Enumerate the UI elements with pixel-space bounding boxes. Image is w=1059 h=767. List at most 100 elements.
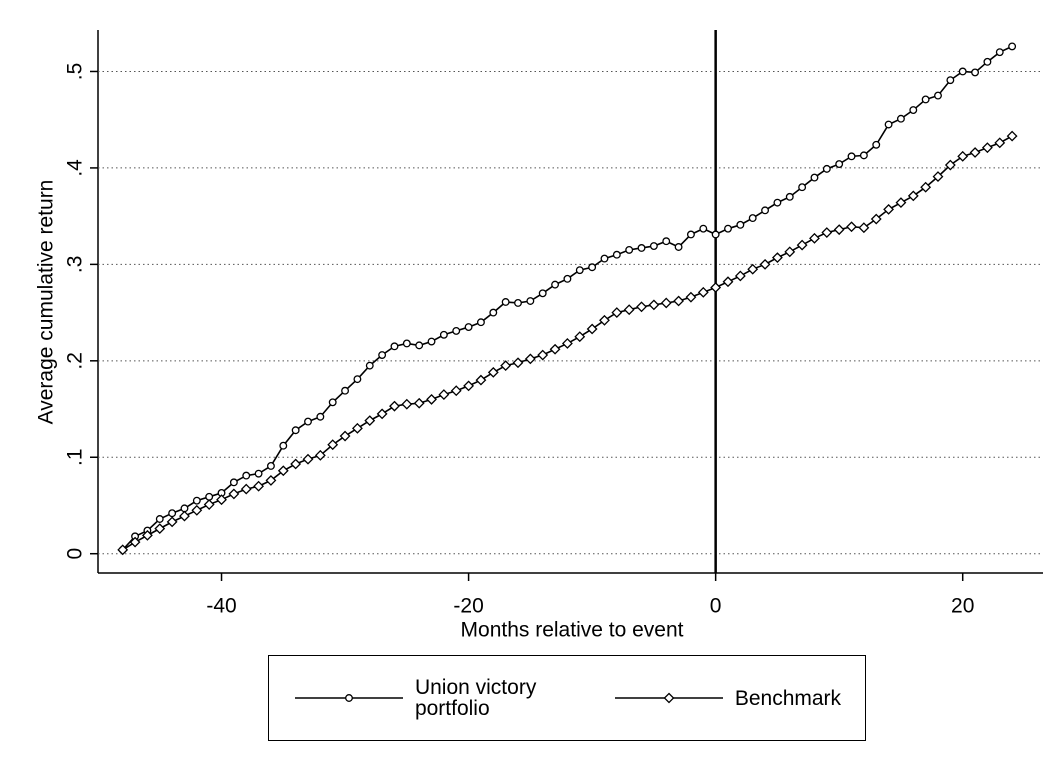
marker (438, 389, 450, 400)
marker (662, 237, 671, 246)
marker (537, 349, 549, 361)
marker (563, 274, 572, 283)
marker (574, 331, 586, 343)
marker (1008, 42, 1017, 51)
legend-swatch (294, 694, 403, 702)
marker (759, 258, 771, 270)
marker (994, 137, 1006, 149)
marker (724, 224, 732, 233)
legend-entry: Benchmark (613, 688, 841, 709)
marker (648, 299, 660, 311)
marker (341, 386, 350, 395)
marker (154, 523, 166, 535)
x-tick-label: 20 (951, 595, 974, 618)
marker (883, 203, 895, 215)
marker (637, 244, 646, 252)
marker (995, 48, 1004, 57)
marker (339, 430, 351, 442)
y-tick-label: .5 (64, 63, 87, 81)
marker (697, 286, 709, 298)
marker (734, 270, 746, 282)
marker (390, 342, 399, 351)
marker (240, 483, 252, 495)
marker (699, 224, 708, 233)
marker (920, 181, 932, 193)
marker (228, 488, 240, 500)
marker (463, 380, 475, 392)
marker (475, 374, 487, 386)
marker (932, 171, 944, 183)
marker (773, 198, 782, 207)
marker (809, 232, 820, 244)
marker (785, 192, 794, 201)
marker (364, 415, 376, 427)
y-axis-label: Average cumulative return (35, 180, 58, 425)
marker (129, 536, 141, 548)
marker (291, 426, 300, 435)
marker (290, 458, 302, 470)
marker (649, 242, 658, 250)
marker (796, 239, 808, 251)
legend-label: Union victory portfolio (414, 676, 537, 720)
marker (575, 266, 584, 275)
marker (549, 343, 561, 355)
marker (821, 227, 833, 238)
marker (413, 397, 425, 409)
marker (265, 474, 277, 486)
marker (958, 67, 967, 76)
y-tick-label: 0 (64, 548, 87, 560)
marker (191, 504, 203, 516)
marker (636, 301, 647, 313)
marker (476, 318, 485, 327)
marker (328, 398, 337, 407)
marker (254, 469, 263, 478)
marker (402, 339, 411, 348)
marker (389, 400, 400, 412)
marker (452, 326, 461, 335)
marker (427, 337, 436, 346)
marker (747, 263, 759, 275)
marker (586, 323, 598, 335)
marker (798, 183, 807, 192)
marker (896, 114, 905, 123)
marker (909, 106, 918, 115)
marker (439, 330, 448, 339)
marker (934, 91, 942, 100)
marker (229, 478, 238, 487)
marker (600, 254, 609, 263)
marker (810, 173, 819, 182)
x-tick-label: -40 (206, 595, 236, 618)
marker (302, 453, 314, 465)
marker (353, 375, 362, 384)
marker (1006, 130, 1018, 142)
marker (192, 496, 201, 505)
marker (514, 298, 522, 307)
x-tick-label: -20 (453, 595, 483, 618)
marker (884, 120, 893, 129)
marker (141, 529, 153, 541)
marker (365, 361, 374, 370)
marker (415, 341, 424, 350)
marker (203, 499, 215, 510)
marker (907, 190, 919, 202)
marker (501, 298, 510, 306)
marker (487, 366, 499, 378)
marker (611, 307, 623, 319)
marker (674, 243, 683, 251)
marker (524, 353, 536, 365)
marker (771, 252, 783, 264)
y-tick-label: .2 (64, 352, 87, 370)
legend: Union victory portfolio Benchmark (268, 655, 866, 741)
marker (859, 151, 868, 160)
marker (216, 494, 227, 506)
marker (847, 152, 856, 161)
marker (316, 412, 325, 421)
marker (663, 692, 675, 704)
legend-swatch (614, 692, 723, 704)
marker (551, 280, 560, 289)
marker (242, 471, 251, 480)
marker (538, 289, 547, 298)
marker (660, 297, 672, 309)
marker (822, 164, 831, 173)
